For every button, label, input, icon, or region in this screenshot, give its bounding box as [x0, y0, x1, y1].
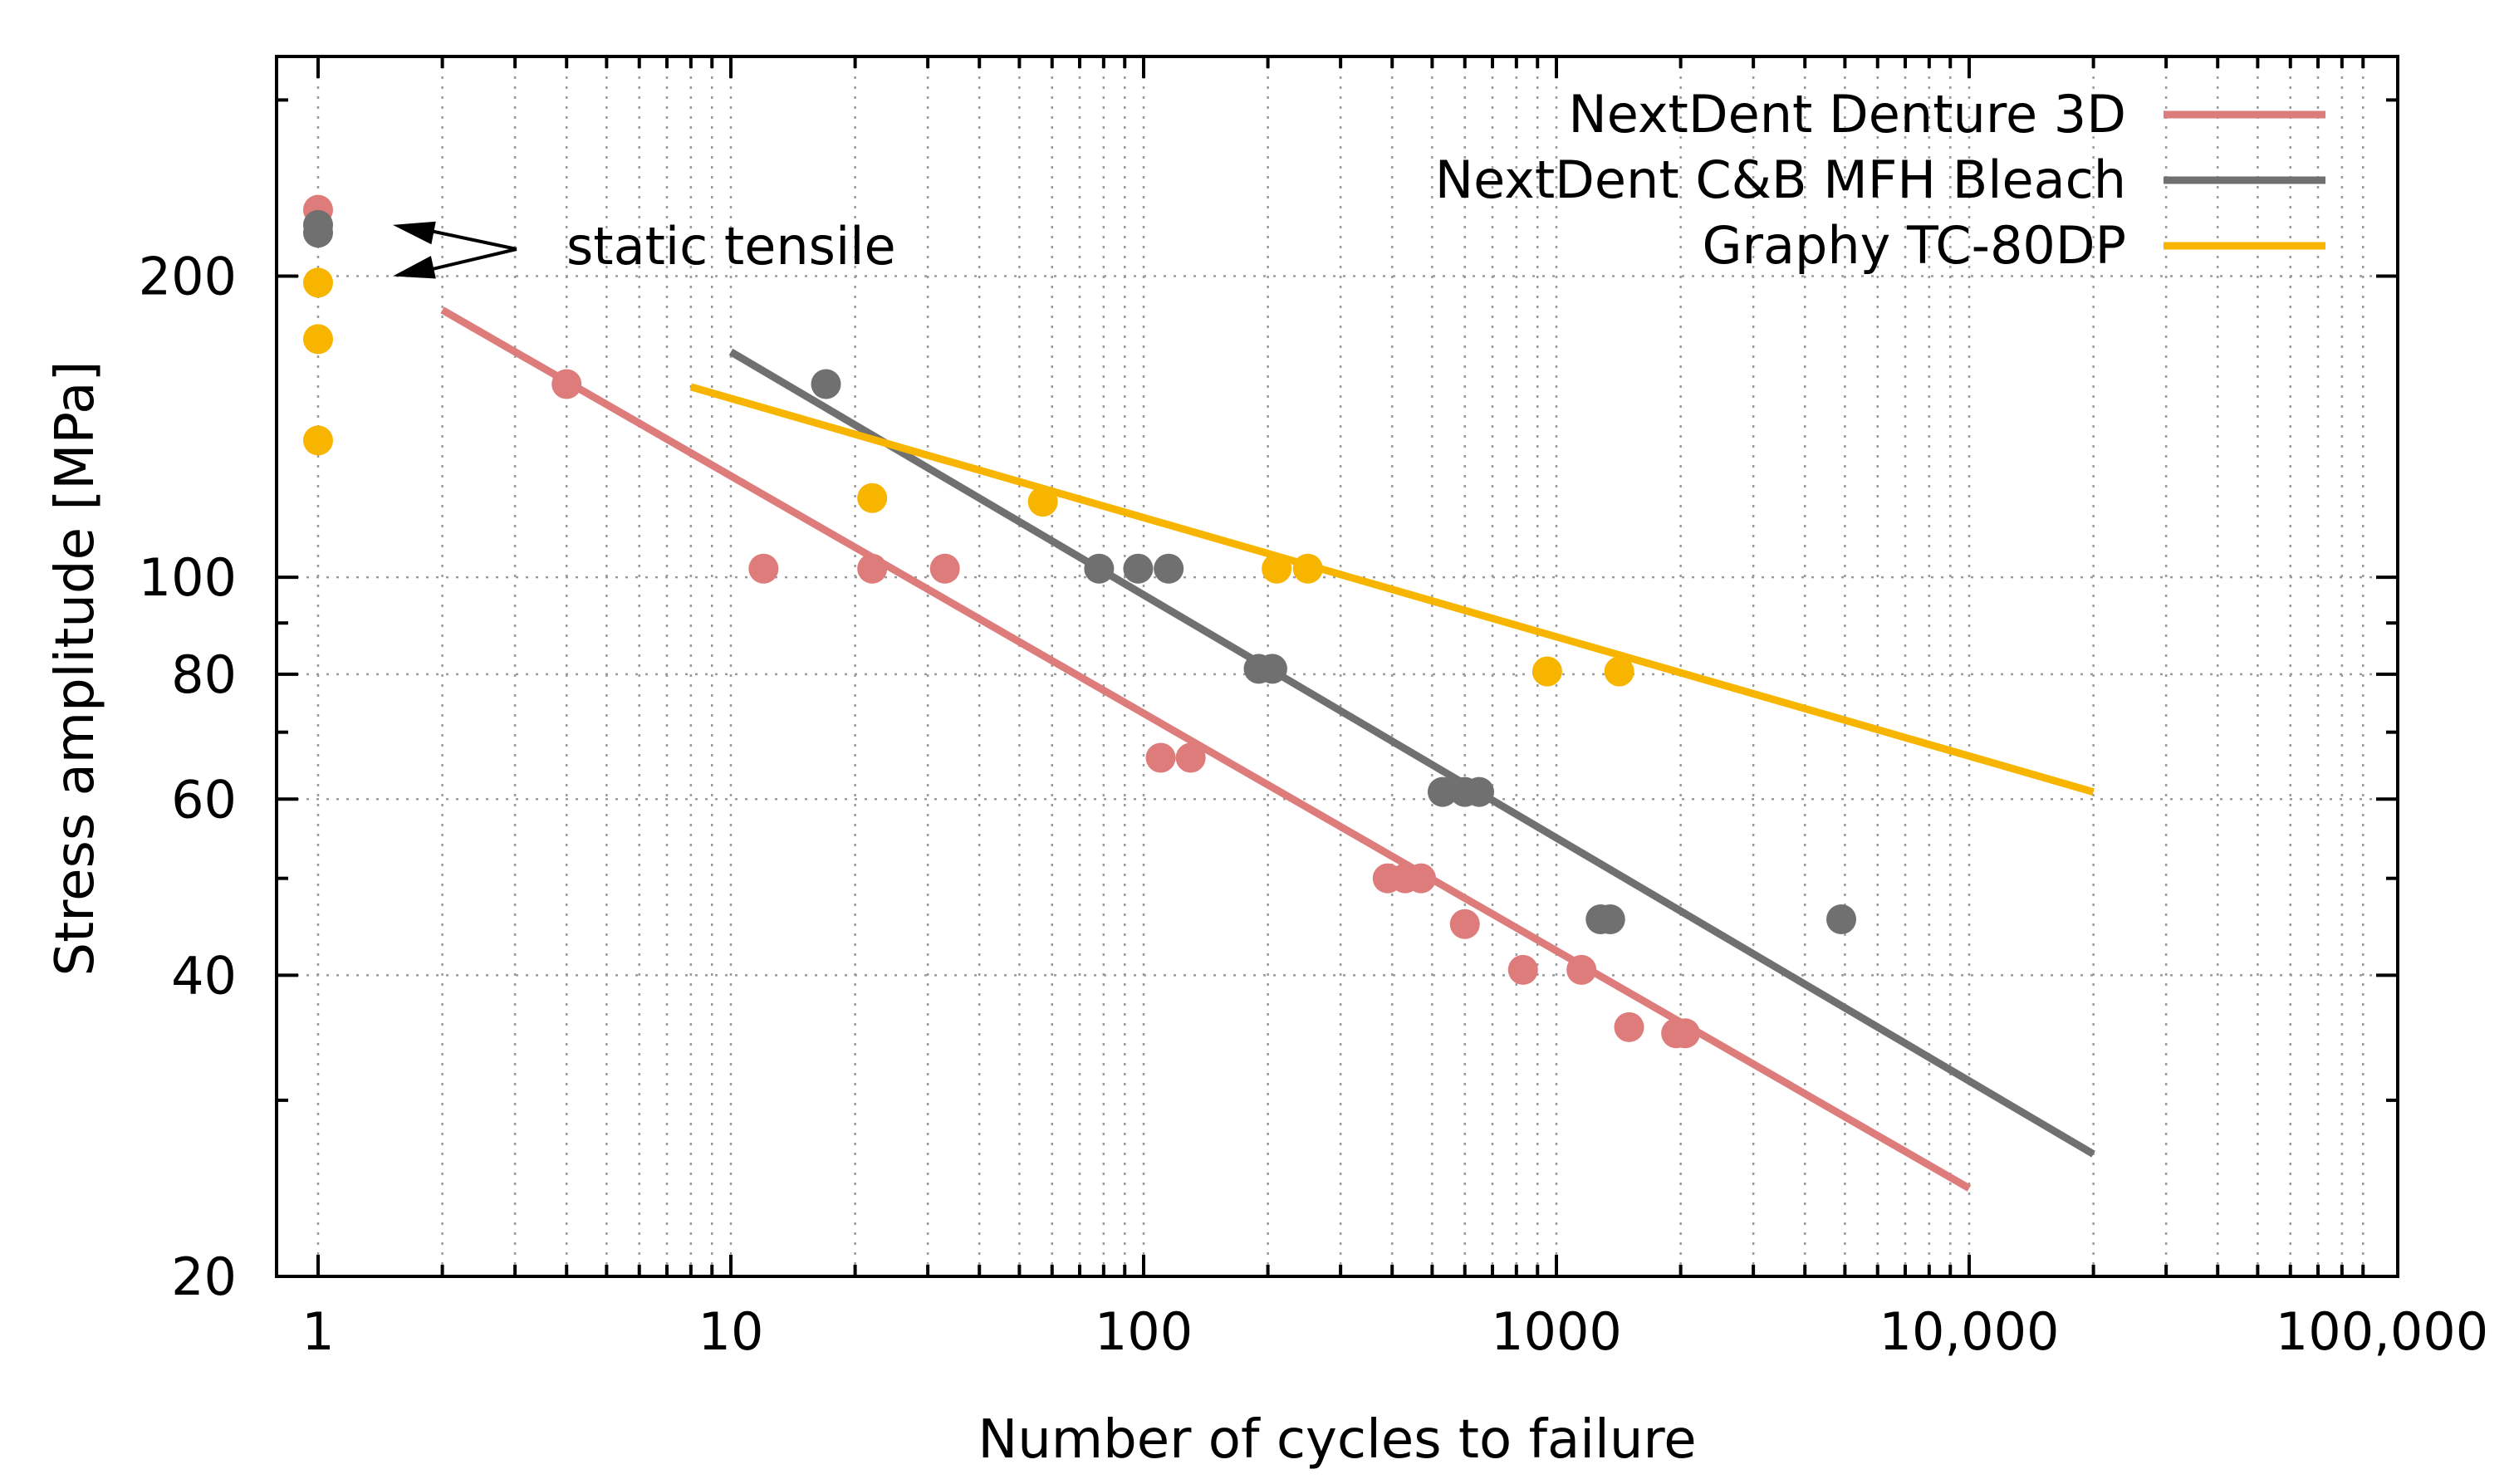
legend-label: Graphy TC-80DP — [1702, 215, 2126, 276]
data-point-series-1 — [1464, 776, 1495, 807]
data-point-series-1 — [1154, 553, 1184, 584]
fit-line-series-1 — [728, 348, 2095, 1158]
data-point-series-0 — [1449, 909, 1480, 939]
y-tick-label: 80 — [171, 644, 237, 705]
y-axis-title: Stress amplitude [MPa] — [45, 361, 106, 977]
data-point-series-2 — [303, 425, 333, 456]
y-tick-label: 100 — [139, 547, 237, 608]
axis-ticks — [277, 56, 2398, 1278]
x-tick-label: 10,000 — [1879, 1301, 2060, 1362]
fit-lines — [440, 306, 2095, 1192]
data-point-series-1 — [303, 218, 333, 248]
annotation-arrow-head — [393, 256, 436, 279]
x-tick-label: 1 — [301, 1301, 334, 1362]
data-point-series-0 — [1175, 742, 1206, 773]
annotation-arrow-head — [393, 221, 436, 245]
data-point-series-2 — [857, 482, 888, 513]
legend-label: NextDent Denture 3D — [1568, 84, 2126, 144]
data-point-series-2 — [303, 267, 333, 298]
data-point-series-1 — [1427, 776, 1458, 807]
x-tick-label: 10 — [698, 1301, 764, 1362]
data-point-series-1 — [1595, 904, 1625, 935]
static-tensile-annotation: static tensile — [393, 216, 896, 279]
y-tick-label: 40 — [171, 945, 237, 1006]
data-point-series-2 — [1292, 553, 1323, 584]
annotation-label: static tensile — [566, 216, 896, 277]
plot-area-frame — [275, 55, 2399, 1278]
x-tick-labels: 1 10 100 1000 10,000 100,000 — [301, 1301, 2488, 1362]
legend-label: NextDent C&B MFH Bleach — [1435, 149, 2126, 210]
data-point-series-0 — [1669, 1018, 1700, 1049]
data-point-series-0 — [857, 553, 888, 584]
data-points — [303, 194, 1857, 1049]
data-point-series-0 — [929, 553, 960, 584]
x-axis-title: Number of cycles to failure — [978, 1409, 1696, 1471]
data-point-series-2 — [1027, 487, 1058, 517]
data-point-series-2 — [1604, 656, 1634, 687]
data-point-series-0 — [1507, 954, 1538, 985]
y-tick-labels: 20 40 60 80 100 200 — [139, 247, 237, 1308]
y-tick-label: 60 — [171, 769, 237, 830]
data-point-series-1 — [1084, 553, 1115, 584]
fit-line-series-0 — [440, 306, 1972, 1192]
fit-line-series-2 — [689, 383, 2095, 796]
data-point-series-1 — [1123, 553, 1154, 584]
x-tick-label: 100 — [1095, 1301, 1193, 1362]
data-point-series-0 — [551, 369, 582, 399]
data-point-series-1 — [1826, 904, 1857, 935]
data-point-series-2 — [1531, 656, 1562, 687]
data-point-series-0 — [1145, 742, 1176, 773]
x-tick-label: 1000 — [1491, 1301, 1622, 1362]
y-tick-label: 20 — [171, 1246, 237, 1307]
data-point-series-1 — [1257, 654, 1287, 684]
data-point-series-0 — [748, 553, 779, 584]
data-point-series-0 — [1406, 863, 1437, 894]
data-point-series-2 — [1262, 553, 1292, 584]
data-point-series-0 — [1566, 954, 1597, 985]
x-tick-label: 100,000 — [2276, 1301, 2488, 1362]
data-point-series-0 — [1614, 1011, 1644, 1042]
data-point-series-1 — [811, 369, 841, 399]
y-tick-label: 200 — [139, 247, 237, 307]
data-point-series-2 — [303, 324, 333, 355]
